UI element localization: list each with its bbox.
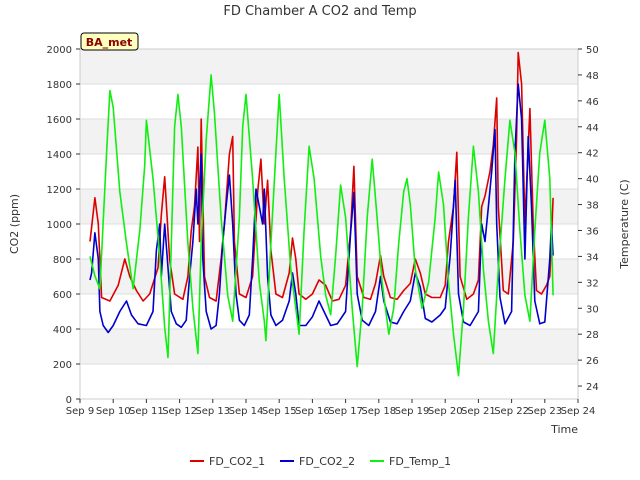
legend-label: FD_CO2_1 (209, 455, 265, 468)
y-left-tick-label: 1800 (47, 80, 72, 91)
x-tick-label: Sep 20 (428, 406, 463, 417)
y-left-tick-label: 2000 (47, 45, 72, 56)
series-line-fd-temp-1 (89, 74, 554, 377)
grid-band (80, 259, 578, 294)
series-line-fd-co2-1 (89, 51, 554, 302)
grid-band (80, 329, 578, 364)
x-tick-label: Sep 18 (361, 406, 396, 417)
grid-band (80, 119, 578, 154)
y-right-tick-label: 36 (586, 226, 599, 237)
x-tick-label: Sep 17 (328, 406, 363, 417)
y-left-tick-label: 1400 (47, 150, 72, 161)
plot-lines (89, 51, 554, 377)
y-right-tick-label: 50 (586, 45, 599, 56)
y-right-tick-label: 42 (586, 149, 599, 160)
x-tick-label: Sep 14 (229, 406, 264, 417)
x-tick-label: Sep 16 (295, 406, 330, 417)
y-left-tick-label: 1600 (47, 115, 72, 126)
y-right-tick-label: 26 (586, 356, 599, 367)
y-left-tick-label: 600 (53, 290, 72, 301)
x-tick-label: Sep 19 (395, 406, 430, 417)
x-tick-label: Sep 15 (262, 406, 297, 417)
grid-band (80, 49, 578, 84)
y-left-tick-label: 1000 (47, 220, 72, 231)
site-label-badge: BA_met (80, 32, 139, 51)
chart-title: FD Chamber A CO2 and Temp (223, 4, 416, 19)
x-tick-label: Sep 21 (461, 406, 496, 417)
y-left-tick-label: 200 (53, 360, 72, 371)
x-tick-label: Sep 13 (195, 406, 230, 417)
x-tick-label: Sep 24 (561, 406, 596, 417)
x-tick-label: Sep 12 (162, 406, 197, 417)
x-tick-label: Sep 10 (96, 406, 131, 417)
x-tick-label: Sep 22 (494, 406, 529, 417)
y-axis-right-label: Temperature (C) (618, 179, 631, 269)
legend-label: FD_Temp_1 (389, 455, 451, 468)
legend-label: FD_CO2_2 (299, 455, 355, 468)
site-label: BA_met (86, 36, 133, 49)
y-left-tick-label: 0 (66, 395, 72, 406)
y-right-tick-label: 44 (586, 123, 599, 134)
y-axis-left-label: CO2 (ppm) (8, 194, 21, 254)
y-right-tick-label: 46 (586, 97, 599, 108)
x-tick-label: Sep 9 (66, 406, 94, 417)
y-right-tick-label: 48 (586, 71, 599, 82)
y-left-tick-label: 1200 (47, 185, 72, 196)
y-right-tick-label: 40 (586, 175, 599, 186)
y-right-tick-label: 28 (586, 330, 599, 341)
y-right-tick-label: 30 (586, 304, 599, 315)
x-tick-label: Sep 11 (129, 406, 164, 417)
y-left-tick-label: 400 (53, 325, 72, 336)
y-right-tick-label: 24 (586, 382, 599, 393)
axes: 0 200 400 600 800 1000 1200 1400 1600 1800 2000 24 2… (47, 45, 599, 417)
series-line-fd-co2-2 (89, 83, 554, 334)
legend: FD_CO2_1 FD_CO2_2 FD_Temp_1 (190, 455, 451, 468)
y-right-tick-label: 32 (586, 278, 599, 289)
x-axis-label: Time (550, 423, 578, 436)
y-right-tick-label: 38 (586, 201, 599, 212)
y-left-tick-label: 800 (53, 255, 72, 266)
x-tick-label: Sep 23 (527, 406, 562, 417)
y-right-tick-label: 34 (586, 252, 599, 263)
